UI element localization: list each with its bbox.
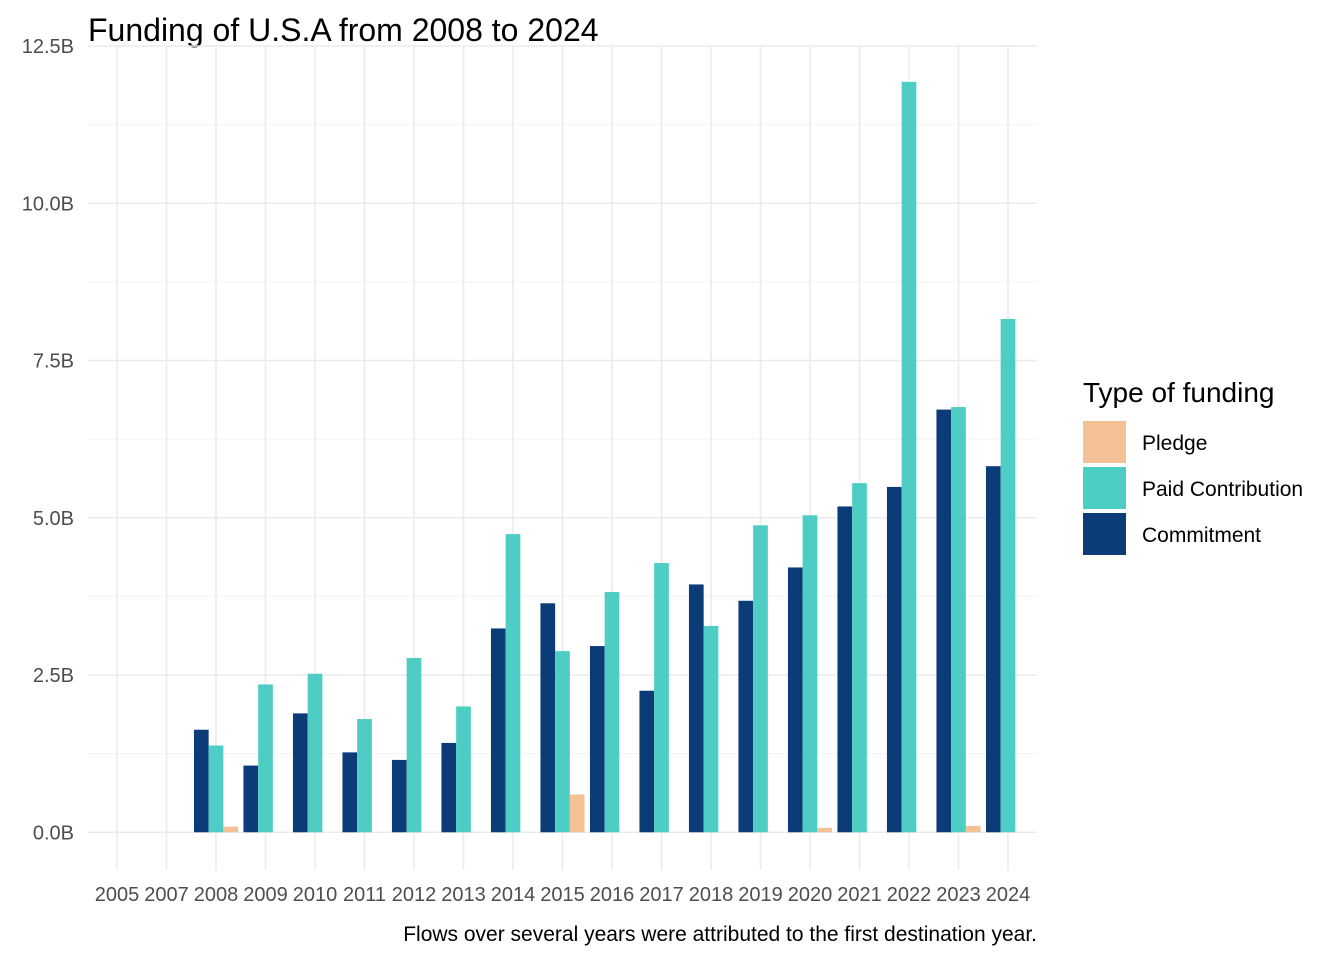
legend-label: Pledge	[1142, 432, 1207, 455]
x-tick-label: 2013	[441, 884, 486, 906]
bar-paid-contribution-2023	[951, 407, 966, 833]
bar-commitment-2022	[886, 486, 902, 833]
bar-commitment-2021	[837, 506, 853, 833]
bar-commitment-2019	[738, 600, 754, 833]
y-tick-label: 12.5B	[22, 36, 74, 58]
bar-commitment-2012	[391, 759, 407, 833]
bar-commitment-2008	[193, 729, 209, 833]
bar-commitment-2015	[540, 603, 556, 833]
legend-title: Type of funding	[1083, 377, 1274, 408]
x-tick-label: 2017	[639, 884, 684, 906]
bar-paid-contribution-2014	[505, 534, 521, 833]
bar-paid-contribution-2017	[654, 563, 669, 833]
y-tick-label: 0.0B	[33, 822, 74, 844]
bar-commitment-2024	[985, 466, 1001, 833]
x-tick-label: 2012	[392, 884, 437, 906]
bar-commitment-2016	[589, 646, 605, 833]
bar-paid-contribution-2008	[208, 745, 224, 833]
x-tick-label: 2010	[293, 884, 338, 906]
bar-commitment-2011	[342, 752, 358, 833]
bar-pledge-2015	[569, 794, 585, 833]
y-tick-label: 5.0B	[33, 508, 74, 530]
x-tick-label: 2009	[243, 884, 288, 906]
bar-pledge-2020	[817, 827, 833, 833]
x-tick-label: 2015	[540, 884, 585, 906]
legend-label: Commitment	[1142, 524, 1261, 547]
legend-swatch	[1083, 513, 1126, 555]
chart-caption: Flows over several years were attributed…	[403, 923, 1037, 946]
bar-commitment-2023	[936, 409, 952, 833]
x-tick-label: 2014	[491, 884, 536, 906]
bar-commitment-2018	[688, 584, 704, 833]
bar-pledge-2008	[223, 826, 239, 833]
bar-paid-contribution-2019	[753, 525, 768, 833]
chart-title: Funding of U.S.A from 2008 to 2024	[88, 12, 599, 48]
x-tick-label: 2008	[194, 884, 239, 906]
x-tick-label: 2016	[590, 884, 635, 906]
y-tick-label: 10.0B	[22, 193, 74, 215]
bar-commitment-2017	[639, 690, 655, 833]
bar-paid-contribution-2024	[1000, 318, 1016, 833]
y-tick-label: 2.5B	[33, 665, 74, 687]
x-tick-label: 2005	[95, 884, 140, 906]
x-tick-label: 2007	[144, 884, 189, 906]
bar-commitment-2013	[441, 742, 457, 833]
bar-commitment-2009	[243, 765, 259, 833]
bar-paid-contribution-2016	[604, 591, 620, 833]
bar-paid-contribution-2022	[901, 81, 917, 833]
x-tick-label: 2011	[343, 884, 386, 906]
bar-commitment-2014	[490, 628, 506, 833]
x-tick-label: 2021	[837, 884, 882, 906]
bar-commitment-2020	[787, 567, 803, 833]
x-tick-label: 2020	[788, 884, 833, 906]
x-tick-label: 2024	[986, 884, 1031, 906]
bar-paid-contribution-2021	[852, 483, 867, 833]
bar-pledge-2023	[965, 825, 981, 833]
legend-label: Paid Contribution	[1142, 478, 1303, 501]
bar-paid-contribution-2009	[258, 684, 273, 833]
legend-swatch	[1083, 421, 1126, 463]
y-tick-label: 7.5B	[33, 351, 74, 373]
bar-paid-contribution-2018	[703, 625, 719, 833]
bar-paid-contribution-2015	[555, 651, 570, 833]
bar-paid-contribution-2013	[456, 706, 471, 833]
x-axis: 2005 2007 2008 2009 2010 2011 2012 2013 2014 2015…	[95, 884, 1031, 906]
bars	[193, 81, 1016, 833]
x-tick-label: 2018	[689, 884, 734, 906]
bar-paid-contribution-2011	[357, 719, 372, 833]
bar-paid-contribution-2010	[307, 673, 323, 833]
legend: Type of funding Pledge Paid Contribution C…	[1083, 377, 1303, 555]
x-tick-label: 2019	[738, 884, 783, 906]
x-tick-label: 2023	[936, 884, 981, 906]
bar-paid-contribution-2020	[802, 515, 818, 833]
bar-paid-contribution-2012	[406, 658, 422, 833]
x-tick-label: 2022	[887, 884, 932, 906]
legend-swatch	[1083, 467, 1126, 509]
y-axis: 0.0B 2.5B 5.0B 7.5B 10.0B 12.5B	[22, 36, 74, 844]
bar-commitment-2010	[292, 713, 308, 833]
